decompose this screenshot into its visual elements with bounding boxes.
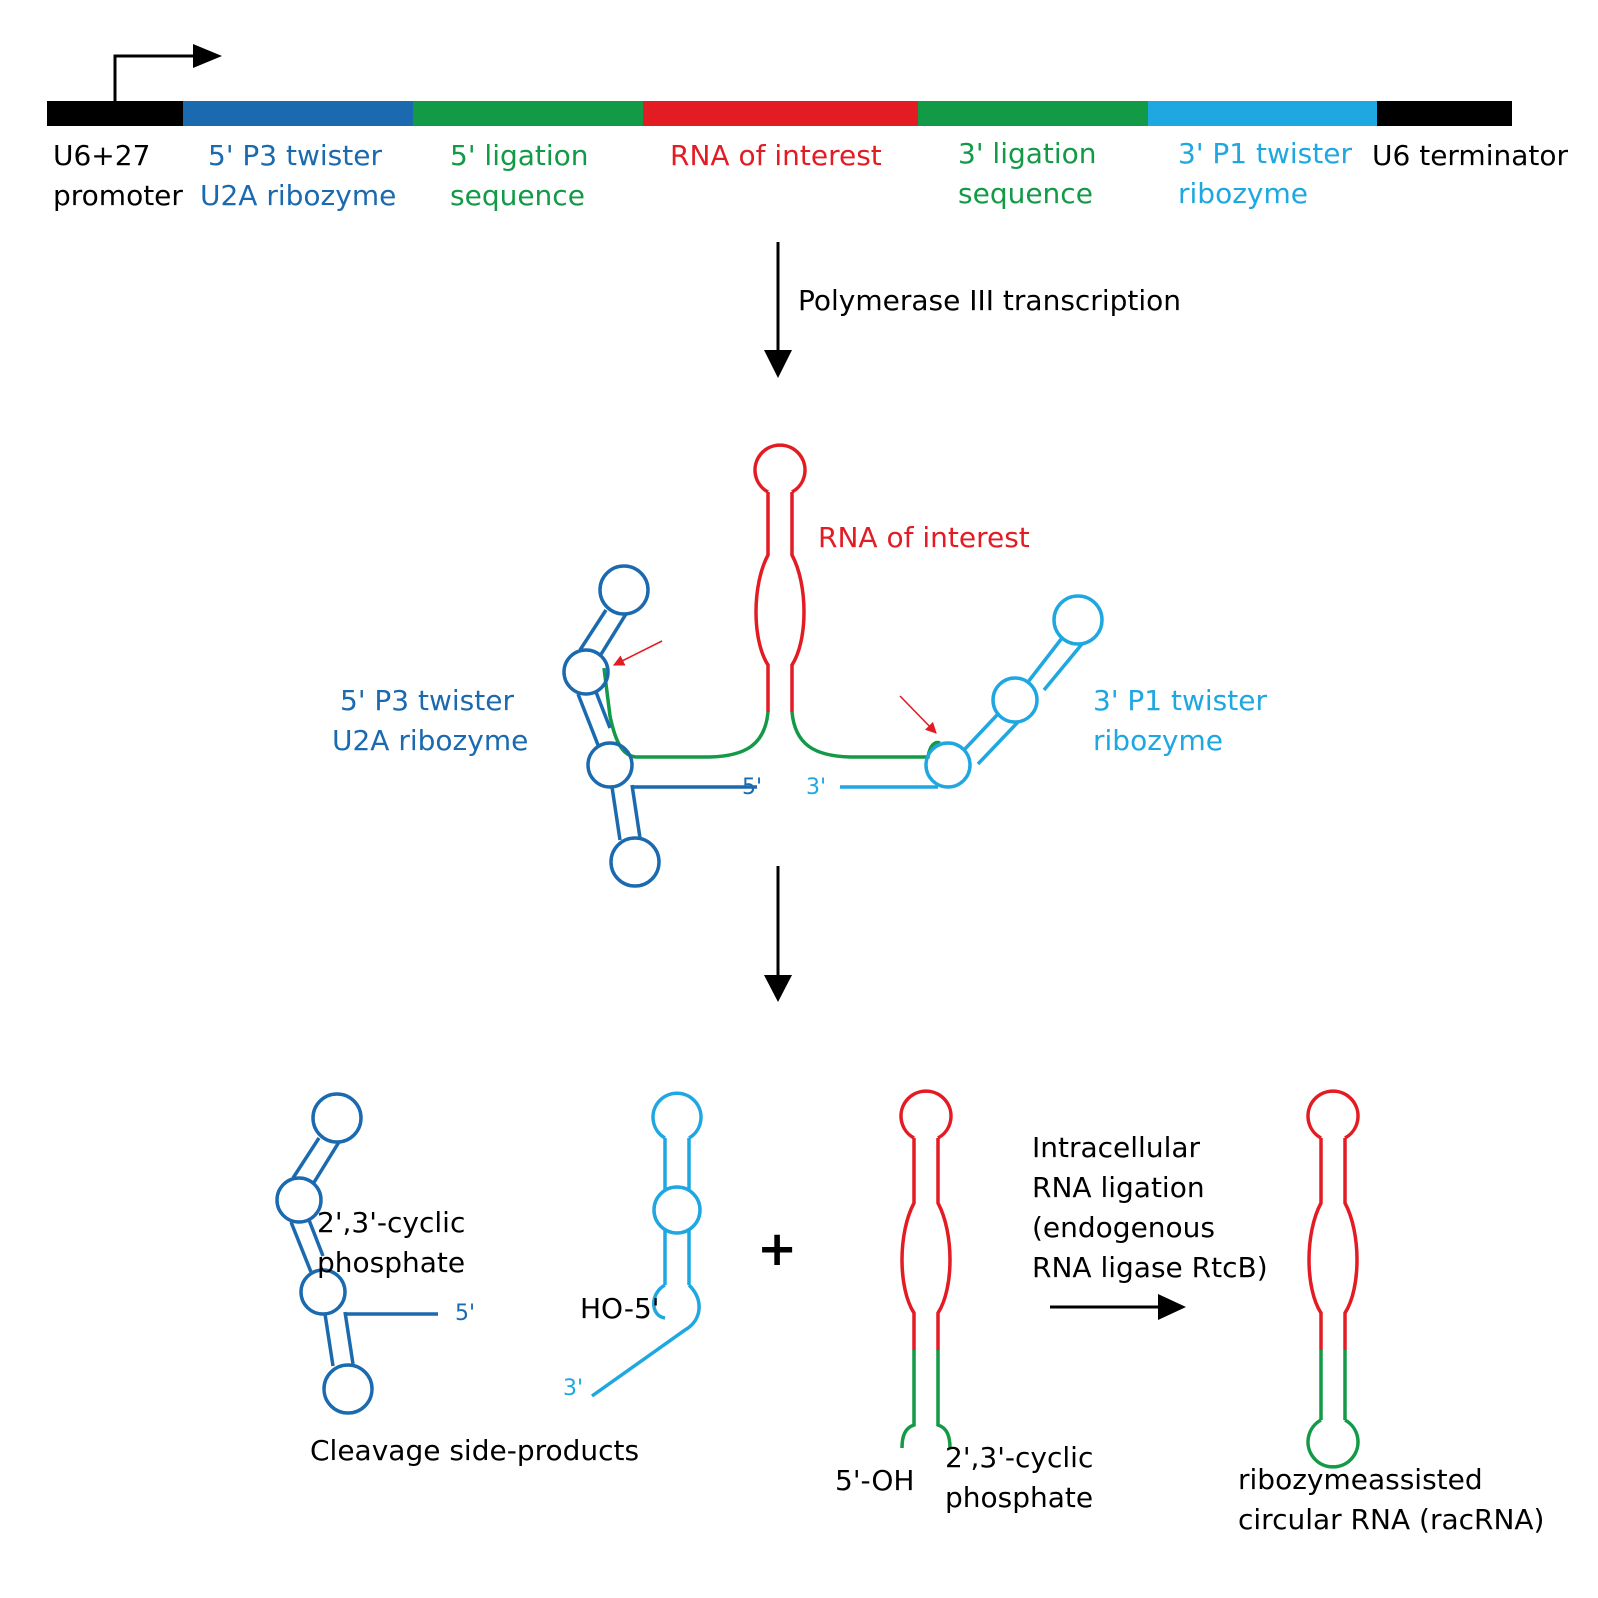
- construct-segment-5p-ribozyme: [183, 101, 413, 126]
- label-5p-ligation-2: sequence: [450, 179, 585, 212]
- side-product-right: [590, 1091, 703, 1398]
- label-terminator: U6 terminator: [1372, 139, 1569, 172]
- label-5p-ribozyme-2: U2A ribozyme: [200, 179, 396, 212]
- transcript-left-label-2: U2A ribozyme: [332, 724, 528, 757]
- label-promoter-2: promoter: [53, 179, 183, 212]
- ligation-label-3: (endogenous: [1032, 1211, 1215, 1244]
- transcript-5prime: 5': [742, 775, 762, 800]
- side-product-left: [275, 1092, 438, 1415]
- construct-bar: [47, 44, 1512, 126]
- step2-arrowhead: [764, 975, 792, 1002]
- construct-labels: U6+27 promoter 5' P3 twister U2A ribozym…: [53, 137, 1569, 212]
- cyclic-phosphate-mid-1: 2',3'-cyclic: [945, 1441, 1093, 1474]
- side-product-right-3prime: 3': [563, 1376, 583, 1401]
- linear-roi: [899, 1089, 953, 1449]
- racrna: [1306, 1089, 1360, 1469]
- cleavage-arrow-right: [899, 695, 937, 734]
- side-product-left-5prime: 5': [455, 1301, 475, 1326]
- cyclic-phosphate-mid-2: phosphate: [945, 1481, 1093, 1514]
- label-3p-ribozyme-2: ribozyme: [1178, 177, 1308, 210]
- transcript-roi-hairpin: [753, 443, 807, 712]
- transcript-right-label-2: ribozyme: [1093, 724, 1223, 757]
- cyclic-phosphate-left-2: phosphate: [317, 1246, 465, 1279]
- transcript-left-ribozyme: [562, 564, 757, 888]
- transcript-roi-label: RNA of interest: [818, 521, 1030, 554]
- transcription-start-arrowhead: [193, 44, 222, 68]
- racrna-label-1: ribozymeassisted: [1238, 1463, 1483, 1496]
- construct-segment-3p-ligation: [918, 101, 1148, 126]
- transcript-right-ribozyme: [840, 594, 1104, 789]
- side-products-label: Cleavage side-products: [310, 1434, 639, 1467]
- construct-segment-rna-of-interest: [643, 101, 918, 126]
- cleavage-arrow-left: [612, 640, 663, 666]
- transcript-3prime: 3': [806, 775, 826, 800]
- label-3p-ligation-2: sequence: [958, 177, 1093, 210]
- cyclic-phosphate-left-1: 2',3'-cyclic: [317, 1206, 465, 1239]
- oh5-label: 5'-OH: [835, 1464, 915, 1497]
- transcript-right-label-1: 3' P1 twister: [1093, 684, 1267, 717]
- step1-arrowhead: [764, 350, 792, 378]
- plus-sign: +: [757, 1221, 797, 1277]
- ligation-label-4: RNA ligase RtcB): [1032, 1251, 1268, 1284]
- ligation-arrowhead: [1158, 1294, 1186, 1320]
- label-5p-ribozyme-1: 5' P3 twister: [208, 139, 382, 172]
- label-rna-of-interest: RNA of interest: [670, 139, 882, 172]
- construct-segment-terminator: [1377, 101, 1512, 126]
- construct-segment-3p-ribozyme: [1148, 101, 1377, 126]
- label-3p-ribozyme-1: 3' P1 twister: [1178, 137, 1352, 170]
- label-5p-ligation-1: 5' ligation: [450, 139, 589, 172]
- label-3p-ligation-1: 3' ligation: [958, 137, 1097, 170]
- label-promoter-1: U6+27: [53, 139, 150, 172]
- construct-segment-promoter: [47, 101, 183, 126]
- construct-segment-5p-ligation: [413, 101, 643, 126]
- step1-label: Polymerase III transcription: [798, 284, 1181, 317]
- ho5-label: HO-5': [580, 1292, 660, 1325]
- transcription-start-arrow: [113, 54, 193, 101]
- transcript-left-label-1: 5' P3 twister: [340, 684, 514, 717]
- ligation-label-2: RNA ligation: [1032, 1171, 1205, 1204]
- ligation-label-1: Intracellular: [1032, 1131, 1201, 1164]
- transcript-ligation-arms: [602, 667, 941, 759]
- racrna-label-2: circular RNA (racRNA): [1238, 1503, 1544, 1536]
- transcript-structure: [562, 443, 1104, 888]
